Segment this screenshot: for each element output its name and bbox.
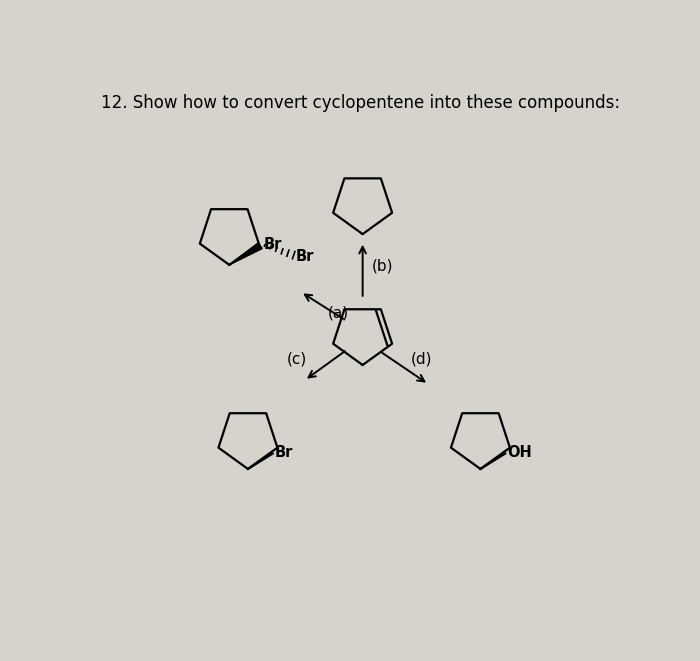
Text: Br: Br (275, 444, 293, 459)
Text: OH: OH (508, 444, 532, 459)
Text: 12. Show how to convert cyclopentene into these compounds:: 12. Show how to convert cyclopentene int… (102, 94, 621, 112)
Text: (d): (d) (411, 352, 432, 366)
Text: (b): (b) (372, 259, 393, 274)
Text: Br: Br (263, 237, 282, 252)
Polygon shape (230, 243, 262, 265)
Text: (a): (a) (328, 305, 349, 320)
Text: (c): (c) (286, 352, 307, 366)
Text: Br: Br (296, 249, 314, 264)
